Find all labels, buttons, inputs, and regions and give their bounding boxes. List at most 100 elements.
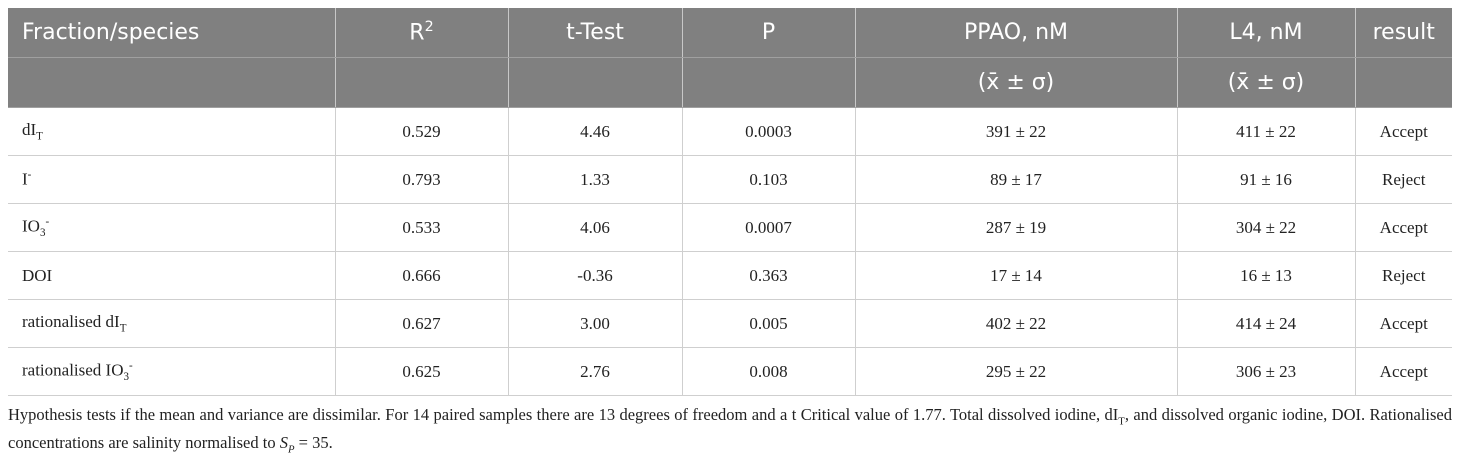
table-cell: 287 ± 19 [854,203,1178,252]
cell-text: 402 ± 22 [985,313,1047,333]
table-cell: 0.627 [334,299,509,348]
cell-text: 4.06 [580,217,610,237]
cell-text: Accept [1379,361,1428,381]
header-row: (x̄ ± σ) (x̄ ± σ) [8,57,1452,108]
data-table: Fraction/species R2 t-Test P PPAO, nM L4, nM r… [8,8,1452,396]
caption-text: P [287,443,295,456]
table-cell: 2.76 [507,347,683,396]
cell-text: 1.33 [580,169,610,189]
cell-text: 0.529 [402,121,441,141]
table-row: I- 0.793 1.33 0.103 89 ± 17 91 ± 16 Reject [8,155,1452,204]
cell-text: P [761,20,776,45]
table-cell: Accept [1354,203,1452,252]
table-cell: rationalised dIT [8,299,336,348]
table-cell: Reject [1354,155,1452,204]
table-body: dIT 0.529 4.46 0.0003 391 ± 22 411 ± 22 Accept… [8,107,1452,396]
caption-text: Hypothesis tests if the mean and varianc… [8,405,1119,424]
cell-text: 0.0003 [745,121,792,141]
cell-text: result [1372,20,1435,45]
table-cell: 0.363 [681,251,856,300]
header-row: Fraction/species R2 t-Test P PPAO, nM L4, nM r… [8,8,1452,58]
header-cell [334,57,508,108]
header-cell: L4, nM [1176,8,1355,58]
table-cell: 0.005 [681,299,856,348]
table-cell: 0.625 [334,347,509,396]
table-cell: -0.36 [507,251,683,300]
cell-text: PPAO, nM [963,20,1069,45]
cell-text: I [22,169,28,189]
cell-text: 0.363 [749,265,788,285]
subscript: T [119,322,127,335]
cell-text: 391 ± 22 [985,121,1047,141]
table-cell: 1.33 [507,155,683,204]
table-cell: 3.00 [507,299,683,348]
header-cell [507,57,682,108]
cell-text: 0.666 [402,265,441,285]
table-header: Fraction/species R2 t-Test P PPAO, nM L4, nM r… [8,8,1452,108]
table-cell: 304 ± 22 [1176,203,1356,252]
table-cell: Reject [1354,251,1452,300]
table-cell: 0.529 [334,107,509,156]
table-cell: 0.103 [681,155,856,204]
cell-text: rationalised dI [22,312,120,332]
cell-text: t-Test [566,20,624,45]
cell-text: 89 ± 17 [990,169,1042,189]
table-row: IO3- 0.533 4.06 0.0007 287 ± 19 304 ± 22 Accep… [8,203,1452,252]
caption-text: T [1118,415,1125,428]
cell-text: 0.103 [749,169,788,189]
header-cell: (x̄ ± σ) [1176,57,1355,108]
cell-text: 2.76 [580,361,610,381]
table-cell: 402 ± 22 [854,299,1178,348]
table-cell: 411 ± 22 [1176,107,1356,156]
caption-text: = 35. [294,433,333,453]
table-cell: 89 ± 17 [854,155,1178,204]
cell-text: 287 ± 19 [985,217,1047,237]
table-cell: 0.666 [334,251,509,300]
cell-text: Accept [1379,121,1428,141]
cell-text: (x̄ ± σ) [1227,70,1305,95]
cell-text: 0.0007 [745,217,792,237]
subscript: T [36,130,43,143]
cell-text: 91 ± 16 [1240,169,1292,189]
caption-text: S [279,433,288,453]
header-cell: R2 [334,8,508,58]
superscript: - [45,215,50,228]
table-cell: Accept [1354,347,1452,396]
header-cell: (x̄ ± σ) [854,57,1177,108]
table-cell: 4.06 [507,203,683,252]
table-cell: 17 ± 14 [854,251,1178,300]
cell-text: 4.46 [580,121,610,141]
table-cell: I- [8,155,336,204]
cell-text: 411 ± 22 [1236,121,1296,141]
table-row: dIT 0.529 4.46 0.0003 391 ± 22 411 ± 22 Accept [8,107,1452,156]
cell-text: IO [22,216,40,236]
cell-text: dI [22,120,37,140]
cell-text: 16 ± 13 [1240,265,1292,285]
cell-text: Fraction/species [22,20,200,45]
header-cell [1354,57,1452,108]
table-cell: 414 ± 24 [1176,299,1356,348]
table-row: rationalised IO3- 0.625 2.76 0.008 295 ± 22 3… [8,347,1452,396]
cell-text: Accept [1379,313,1428,333]
caption: Hypothesis tests if the mean and varianc… [8,404,1452,461]
header-cell: PPAO, nM [854,8,1177,58]
caption-text: , and dissolved organic iodine, DOI. Rat… [8,405,1452,453]
table-cell: dIT [8,107,336,156]
cell-text: Reject [1382,169,1426,189]
cell-text: 414 ± 24 [1235,313,1297,333]
cell-text: 306 ± 23 [1235,361,1297,381]
table-cell: Accept [1354,107,1452,156]
table-cell: 306 ± 23 [1176,347,1356,396]
cell-text: 0.533 [402,217,441,237]
table-cell: 0.793 [334,155,509,204]
cell-text: 17 ± 14 [990,265,1042,285]
cell-text: -0.36 [577,265,613,285]
cell-text: 0.627 [402,313,441,333]
table-cell: rationalised IO3- [8,347,336,396]
table-row: DOI 0.666 -0.36 0.363 17 ± 14 16 ± 13 Reject [8,251,1452,300]
table-wrap: Fraction/species R2 t-Test P PPAO, nM L4, nM r… [8,8,1452,461]
cell-text: R [409,20,425,46]
table-cell: 91 ± 16 [1176,155,1356,204]
table-cell: DOI [8,251,336,300]
cell-text: DOI [22,265,53,285]
